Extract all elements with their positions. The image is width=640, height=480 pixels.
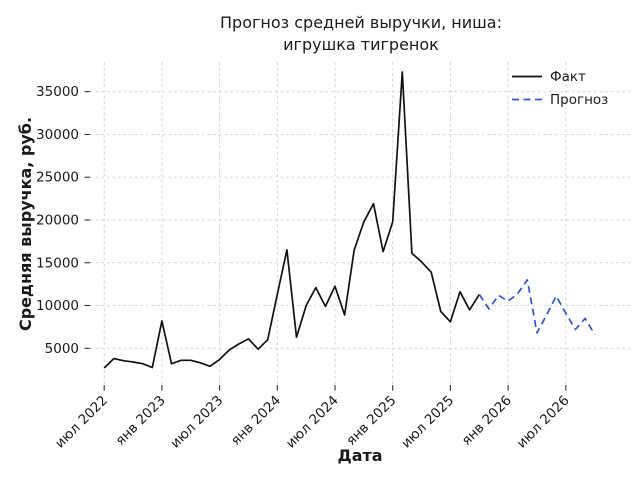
y-tick-label: 35000 [36,84,79,100]
data-series [103,71,596,369]
axis-ticks: 5000 10000 15000 20000 25000 30000 35000 июл 20… [36,84,573,451]
forecast-line [478,279,596,336]
x-tick-label: июл 2026 [514,393,573,452]
x-tick-label: июл 2024 [283,393,342,452]
y-axis-label: Средняя выручка, руб. [16,117,35,331]
chart-title-line2: игрушка тигренок [283,35,439,54]
y-tick-label: 10000 [36,298,79,314]
y-tick-label: 5000 [45,341,79,357]
x-tick-label: июл 2025 [398,393,457,452]
x-tick-label: янв 2023 [112,393,168,449]
y-tick-label: 25000 [36,170,79,186]
legend-fact-label: Факт [550,69,586,85]
fact-line [103,71,481,369]
gridlines [90,62,631,385]
y-tick-label: 30000 [36,127,79,143]
x-tick-label: июл 2022 [52,393,111,452]
x-tick-label: янв 2025 [343,393,399,449]
x-axis-label: Дата [337,446,382,465]
y-tick-label: 15000 [36,255,79,271]
x-tick-label: янв 2026 [459,393,515,449]
x-tick-label: июл 2023 [167,393,226,452]
legend: Факт Прогноз [512,69,608,108]
y-tick-label: 20000 [36,212,79,228]
legend-forecast-label: Прогноз [550,92,608,108]
x-tick-label: янв 2024 [228,393,284,449]
chart-title-line1: Прогноз средней выручки, ниша: [220,13,502,32]
